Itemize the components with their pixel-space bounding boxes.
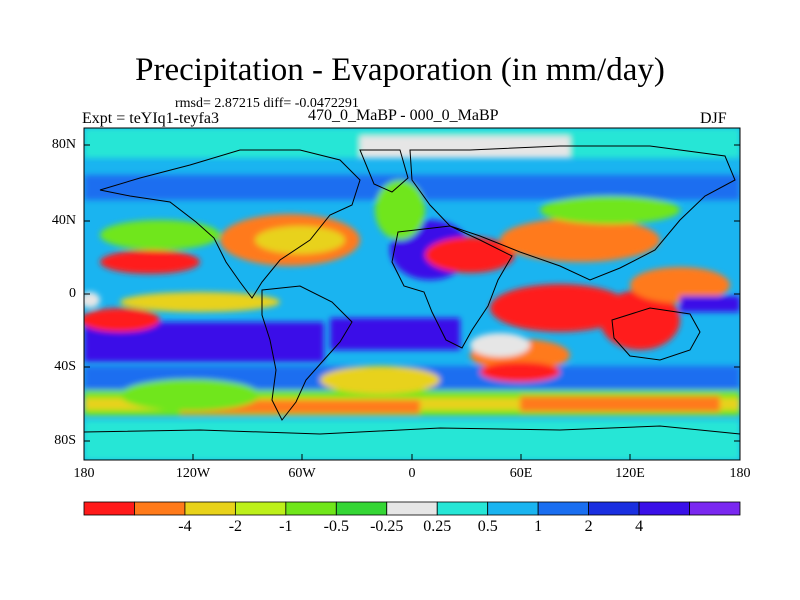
field-eurasia-orange [500,218,660,262]
field-atlantic-green [375,180,425,240]
map-title: Precipitation - Evaporation (in mm/day) [135,52,665,88]
field-eurasia-green [540,196,680,224]
colorbar-box [689,501,741,516]
colorbar-box [83,501,135,516]
colorbar-box [436,501,489,516]
field-africa-red [490,284,630,332]
coast-south-america [261,285,353,421]
field-spac-green [120,379,260,411]
coastlines [84,145,740,435]
axis-ticks [84,144,740,460]
lon-label-180w: 180 [73,466,95,481]
field-npac-red [100,250,200,274]
field-wpac-purple [680,296,740,312]
lon-label-120w: 120W [175,466,211,481]
lon-label-120e: 120E [615,466,645,481]
field-eq-atlantic-purple [330,318,460,350]
coast-africa [391,225,513,349]
field-antarctic-cyan [84,420,740,460]
colorbar-label: -2 [228,518,243,535]
field-arctic-grey [360,136,570,158]
colorbar-label: 1 [534,518,543,535]
map-field [84,128,740,460]
lon-label-0: 0 [408,466,416,481]
lat-label-0: 0 [69,286,76,301]
field-grey-pacific [84,292,100,308]
field-grey-africa [470,333,530,357]
field-sio-red [480,362,560,382]
colorbar-box [487,501,539,516]
colorbar-box [134,501,186,516]
coast-north-america [99,149,361,299]
lon-label-180e: 180 [729,466,751,481]
field-eq-pacific-red [84,308,160,332]
lat-label-80s: 80S [54,433,76,448]
colorbar-label: 0.25 [423,518,452,535]
lat-label-40n: 40N [51,213,76,228]
colorbar-label: 0.5 [477,518,498,535]
colorbar-box [184,501,236,516]
coast-greenland [359,149,409,193]
coast-eurasia [409,145,736,281]
colorbar-label: -0.25 [370,518,404,535]
lon-label-60w: 60W [288,466,316,481]
colorbar-box [638,501,690,516]
colorbar-box [537,501,590,516]
colorbar-label: -4 [178,518,192,535]
colorbar-label: 2 [584,518,593,535]
colorbar-box [234,501,287,516]
stats-line: rmsd= 2.87215 diff= -0.0472291 [175,96,359,111]
difference-label: 470_0_MaBP - 000_0_MaBP [308,107,499,124]
colorbar [83,501,741,516]
coast-australia [611,307,701,361]
field-npac-yellow [255,226,345,254]
season-label: DJF [700,110,727,127]
lat-label-80n: 80N [51,137,76,152]
lat-label-40s: 40S [54,359,76,374]
field-satl-yellow [320,366,440,394]
colorbar-label: 4 [635,518,644,535]
colorbar-box [285,501,337,516]
field-io-red [600,290,680,350]
colorbar-label: -1 [279,518,293,535]
field-south-orange-east [520,396,720,412]
colorbar-label: -0.5 [323,518,349,535]
field-npac-green [100,220,220,250]
colorbar-box [588,501,640,516]
lon-label-60e: 60E [509,466,533,481]
coast-antarctica [84,425,740,435]
field-io-orange [630,267,730,303]
experiment-label: Expt = teYIq1-teyfa3 [82,110,219,127]
field-eq-pacific-yellow [120,292,280,312]
colorbar-box [335,501,388,516]
colorbar-box [386,501,438,516]
